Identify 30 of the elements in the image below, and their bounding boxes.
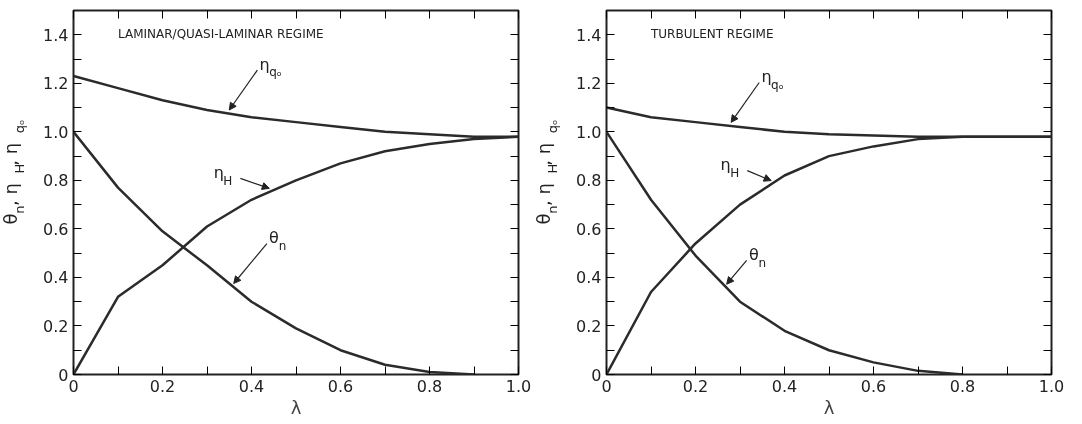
x-tick-label: 1.0: [505, 376, 532, 396]
y-tick-label: 0.4: [576, 268, 602, 288]
x-tick-label: 0.6: [327, 376, 354, 396]
y-tick-label: 0.6: [576, 219, 602, 239]
x-axis-title: λ: [823, 396, 835, 418]
x-tick-label: 0.4: [771, 376, 798, 396]
x-tick-label: 0.8: [949, 376, 976, 396]
y-tick-label: 1.2: [43, 74, 69, 94]
y-tick-label: 1.0: [576, 122, 602, 142]
text: LAMINAR/QUASI-LAMINAR REGIME: [118, 26, 324, 41]
y-tick-label: 1.0: [43, 122, 69, 142]
y-tick-label: 0.2: [576, 316, 602, 336]
y-tick-label: 1.2: [576, 74, 602, 94]
x-tick-label: 0.4: [238, 376, 265, 396]
x-tick-label: 1.0: [1038, 376, 1065, 396]
y-tick-label: 0.8: [576, 171, 602, 191]
x-tick-label: 0.2: [149, 376, 176, 396]
y-axis-title: θn, ηH, ηqₒ: [0, 119, 27, 225]
y-tick-label: 1.4: [576, 25, 602, 45]
y-tick-label: 0.4: [43, 268, 69, 288]
x-tick-label: 0.8: [416, 376, 443, 396]
y-tick-label: 1.4: [43, 25, 69, 45]
y-tick-label: 0.8: [43, 171, 69, 191]
text: TURBULENT REGIME: [650, 26, 774, 41]
y-axis-title: θn, ηH, ηqₒ: [532, 119, 560, 225]
x-tick-label: 0.2: [682, 376, 709, 396]
x-tick-label: 0.6: [860, 376, 887, 396]
x-axis-title: λ: [290, 396, 302, 418]
y-tick-label: 0.6: [43, 219, 69, 239]
y-tick-label: 0.2: [43, 316, 69, 336]
